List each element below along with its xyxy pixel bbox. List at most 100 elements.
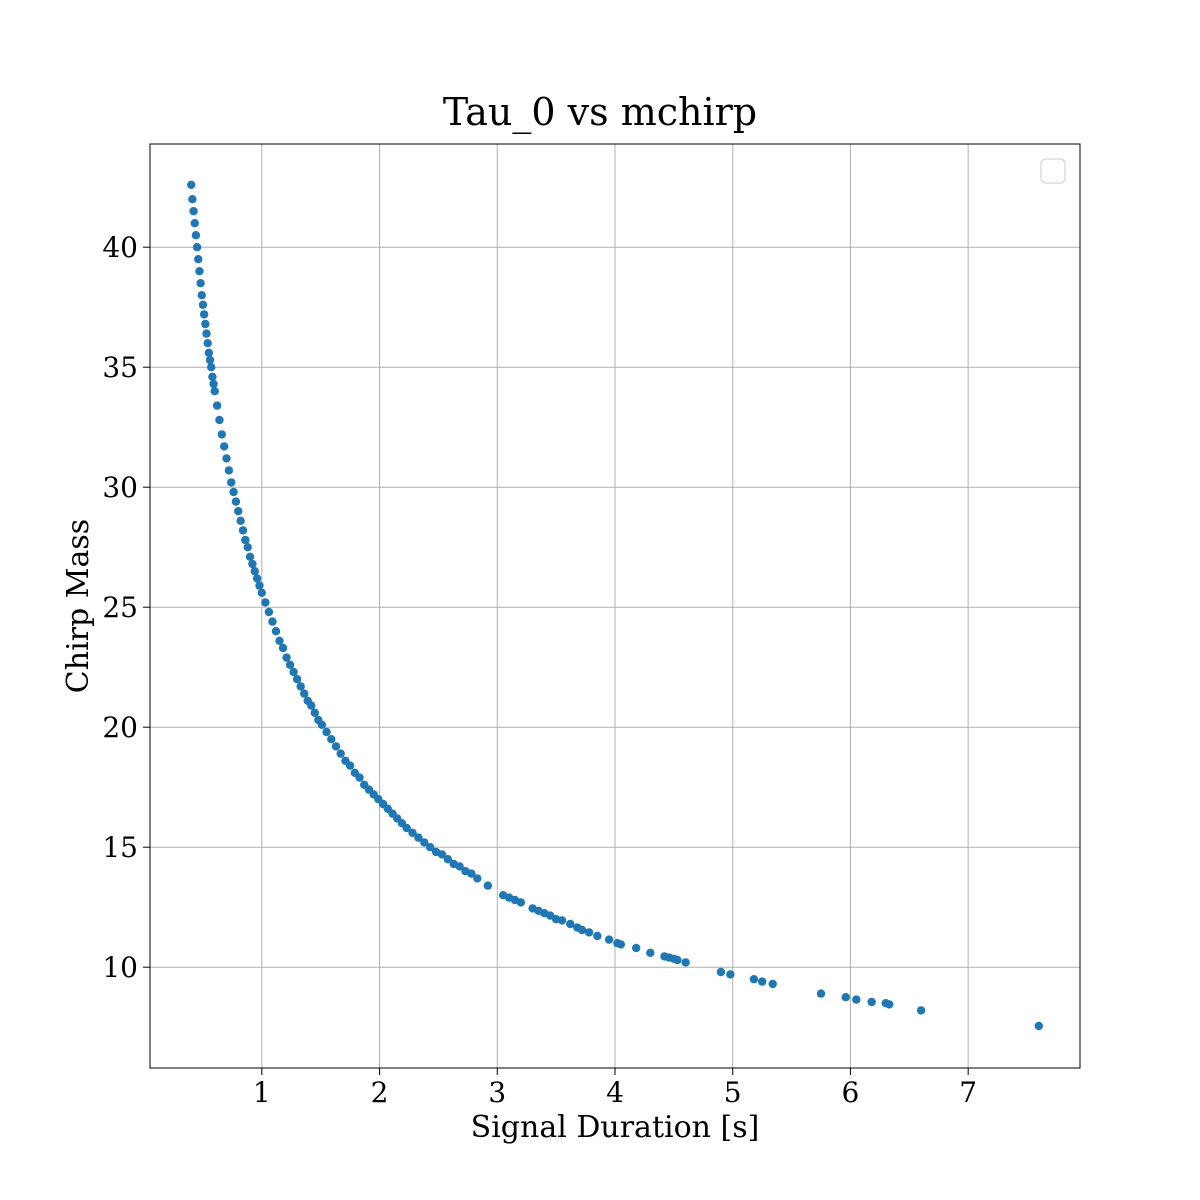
data-point: [236, 516, 245, 525]
data-point: [187, 180, 196, 189]
y-axis-label: Chirp Mass: [61, 519, 96, 693]
data-point: [261, 598, 270, 607]
data-point: [271, 627, 281, 636]
data-point: [327, 735, 336, 744]
x-tick-label: 3: [488, 1076, 506, 1109]
data-point: [885, 1000, 894, 1009]
data-point: [1034, 1021, 1043, 1031]
data-point: [243, 543, 252, 552]
x-axis-label: Signal Duration [s]: [471, 1110, 760, 1145]
data-point: [275, 636, 284, 645]
data-point: [268, 617, 277, 626]
data-point: [336, 749, 345, 758]
data-point: [726, 970, 735, 979]
data-point: [203, 339, 212, 348]
data-point: [577, 925, 587, 935]
data-point: [916, 1006, 926, 1015]
data-point: [402, 823, 411, 833]
data-point: [212, 401, 222, 410]
x-tick-label: 4: [606, 1076, 624, 1109]
data-point: [616, 940, 626, 949]
data-point: [196, 279, 205, 288]
data-point: [355, 773, 364, 782]
data-point: [204, 348, 214, 357]
data-point: [217, 430, 227, 439]
data-point: [264, 607, 274, 617]
data-point: [234, 507, 243, 516]
data-point: [631, 943, 641, 953]
data-point: [205, 355, 215, 365]
data-point: [516, 898, 526, 907]
data-point: [191, 231, 201, 240]
data-point: [414, 833, 423, 842]
data-point: [188, 195, 197, 204]
data-point: [194, 255, 203, 264]
data-point: [229, 487, 238, 497]
data-point: [231, 497, 241, 506]
data-point: [841, 993, 850, 1002]
x-tick-label: 5: [724, 1076, 742, 1109]
y-tick-label: 40: [102, 231, 138, 264]
data-point: [483, 881, 493, 890]
x-tick-label: 7: [959, 1076, 977, 1109]
x-tick-label: 2: [371, 1076, 389, 1109]
data-point: [219, 442, 229, 451]
data-point: [673, 955, 682, 965]
data-point: [278, 643, 288, 653]
data-point: [425, 843, 435, 852]
x-tick-label: 1: [253, 1076, 271, 1109]
data-point: [681, 958, 690, 967]
data-point: [282, 653, 291, 662]
data-point: [285, 660, 295, 669]
data-point: [345, 761, 355, 770]
data-point: [198, 300, 208, 309]
data-point: [241, 535, 250, 545]
data-point: [201, 319, 210, 329]
data-point: [248, 559, 257, 569]
data-point: [768, 979, 777, 989]
data-point: [467, 869, 476, 878]
data-point: [322, 727, 331, 737]
grid: [150, 144, 1080, 1068]
data-point: [222, 454, 231, 463]
data-point: [716, 967, 726, 977]
data-point: [238, 526, 248, 535]
data-point: [816, 989, 826, 998]
data-point: [255, 581, 264, 590]
data-point: [604, 935, 614, 944]
data-point: [443, 855, 453, 864]
data-point: [208, 372, 217, 381]
data-point: [289, 667, 298, 677]
data-point: [408, 828, 417, 837]
data-point: [257, 588, 267, 597]
data-point: [307, 701, 316, 710]
data-point: [215, 415, 224, 425]
y-tick-label: 35: [102, 351, 138, 384]
data-point: [593, 931, 602, 941]
data-point: [210, 387, 219, 396]
x-axis-ticks: 1 2 3 4 5 6 7: [253, 1068, 977, 1109]
data-point: [557, 916, 567, 925]
data-point: [202, 329, 211, 338]
y-tick-label: 10: [102, 951, 138, 984]
data-point: [310, 708, 320, 717]
data-point: [245, 552, 255, 561]
data-point: [300, 689, 309, 698]
data-point: [317, 720, 327, 729]
data-point: [189, 207, 198, 216]
data-points: [187, 180, 1043, 1031]
y-axis-ticks: 10 15 20 25 30 35 40: [102, 231, 150, 984]
data-point: [749, 975, 759, 984]
data-point: [207, 363, 216, 372]
data-point: [224, 466, 234, 475]
data-point: [473, 874, 482, 883]
data-point: [199, 310, 209, 319]
data-point: [190, 219, 199, 228]
y-tick-label: 20: [102, 711, 138, 744]
data-point: [584, 928, 594, 937]
data-point: [646, 948, 655, 957]
data-point: [292, 675, 302, 684]
legend-box: [1040, 158, 1066, 184]
data-point: [867, 997, 876, 1007]
